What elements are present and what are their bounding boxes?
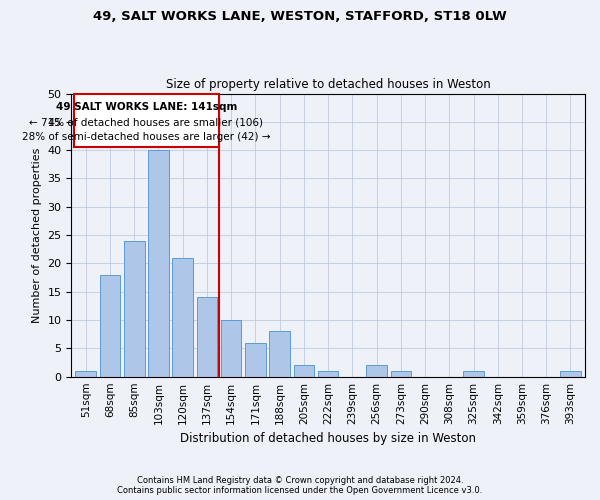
FancyBboxPatch shape (74, 94, 219, 148)
Bar (197, 298, 217, 376)
Bar (100, 275, 121, 376)
Y-axis label: Number of detached properties: Number of detached properties (32, 148, 42, 323)
Text: ← 71% of detached houses are smaller (106): ← 71% of detached houses are smaller (10… (29, 118, 263, 128)
X-axis label: Distribution of detached houses by size in Weston: Distribution of detached houses by size … (180, 432, 476, 445)
Bar (148, 150, 169, 376)
Bar (124, 241, 145, 376)
Bar (172, 258, 193, 376)
Bar (318, 371, 338, 376)
Bar (391, 371, 411, 376)
Bar (560, 371, 581, 376)
Text: 49, SALT WORKS LANE, WESTON, STAFFORD, ST18 0LW: 49, SALT WORKS LANE, WESTON, STAFFORD, S… (93, 10, 507, 23)
Title: Size of property relative to detached houses in Weston: Size of property relative to detached ho… (166, 78, 491, 91)
Text: Contains HM Land Registry data © Crown copyright and database right 2024.
Contai: Contains HM Land Registry data © Crown c… (118, 476, 482, 495)
Text: 49 SALT WORKS LANE: 141sqm: 49 SALT WORKS LANE: 141sqm (56, 102, 237, 112)
Bar (221, 320, 241, 376)
Bar (76, 371, 96, 376)
Text: 28% of semi-detached houses are larger (42) →: 28% of semi-detached houses are larger (… (22, 132, 271, 142)
Bar (463, 371, 484, 376)
Bar (245, 342, 266, 376)
Bar (366, 366, 387, 376)
Bar (269, 332, 290, 376)
Bar (293, 366, 314, 376)
